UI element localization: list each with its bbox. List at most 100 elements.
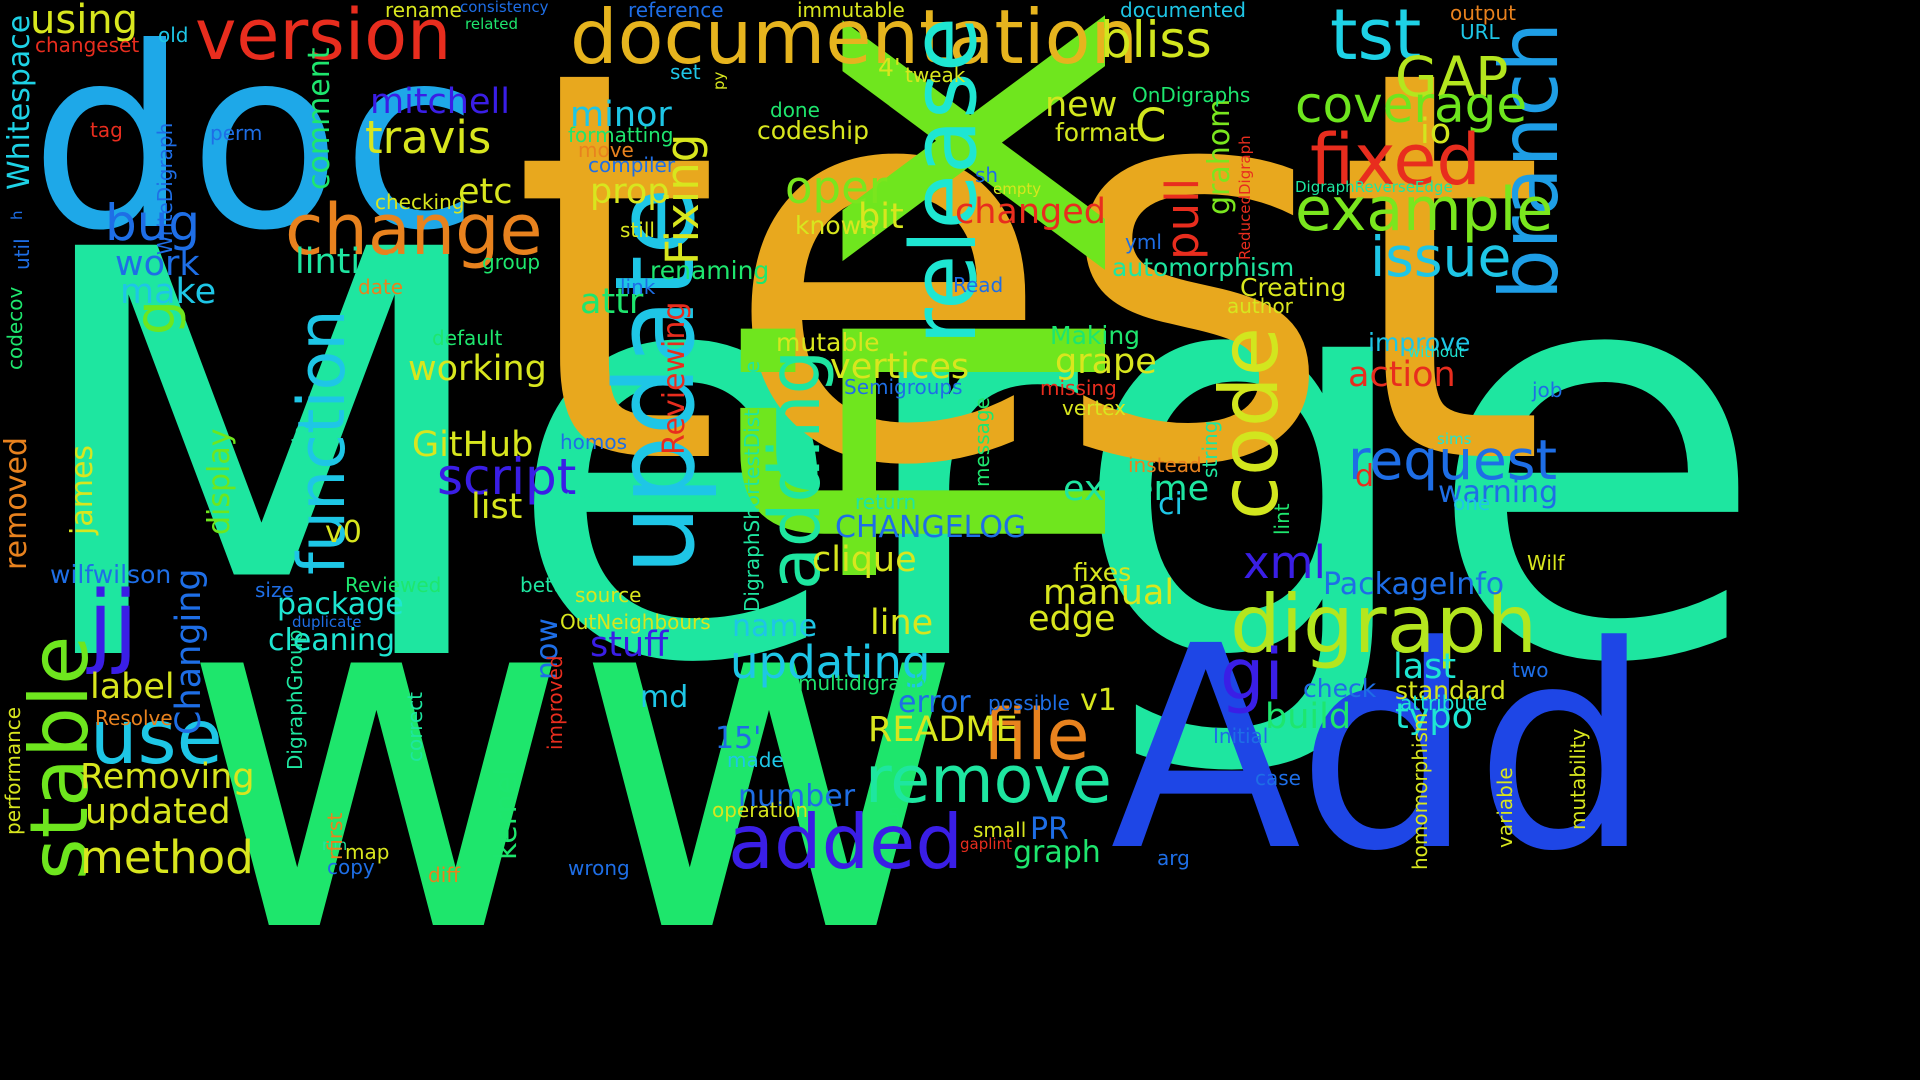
word-124: URL <box>1460 20 1500 44</box>
word-66: list <box>471 487 523 527</box>
word-127: tag <box>90 118 123 142</box>
word-49: Creating <box>1240 273 1347 302</box>
word-167: lint <box>1270 503 1294 535</box>
word-37: make <box>120 272 217 312</box>
word-11: using <box>30 0 139 43</box>
word-48: automorphism <box>1112 253 1295 282</box>
word-31: grahom <box>1202 98 1237 215</box>
word-4: ww <box>180 480 966 1039</box>
word-160: message <box>970 397 994 487</box>
word-117: rename <box>385 0 462 22</box>
word-82: Making <box>1050 321 1141 350</box>
word-139: move <box>578 138 634 162</box>
word-110: attribute <box>1400 691 1488 715</box>
word-54: label <box>90 667 175 707</box>
word-109: check <box>1303 674 1377 703</box>
word-47: renaming <box>650 256 770 285</box>
word-119: related <box>465 15 519 33</box>
word-186: DigraphGroup <box>283 629 307 770</box>
word-42: prop <box>590 172 670 212</box>
word-158: endo <box>288 425 312 475</box>
word-141: sh <box>975 163 999 187</box>
word-94: PackageInfo <box>1323 567 1505 602</box>
word-35: bug <box>105 194 201 252</box>
word-122: documented <box>1120 0 1246 22</box>
word-55: Changing <box>169 568 209 735</box>
word-88: warning <box>1438 475 1559 510</box>
word-162: sims <box>1437 430 1472 448</box>
word-180: mutability <box>1566 728 1590 830</box>
word-80: clique <box>812 540 917 580</box>
word-26: oper <box>785 161 888 214</box>
word-177: possible <box>988 691 1070 715</box>
word-79: CHANGELOG <box>835 510 1027 545</box>
word-5: Add <box>1110 587 1653 913</box>
word-6: version <box>195 0 452 76</box>
word-69: cleaning <box>268 623 396 658</box>
word-114: number <box>738 779 856 814</box>
word-173: source <box>575 583 642 607</box>
word-91: digraph <box>1230 578 1538 671</box>
word-61: display <box>202 428 237 535</box>
word-76: wilfwilson <box>50 560 172 589</box>
word-168: one <box>1453 491 1491 515</box>
word-191: small <box>973 818 1027 842</box>
word-65: script <box>437 448 577 506</box>
word-182: variable <box>1493 767 1517 848</box>
word-63: attr <box>580 282 644 322</box>
word-57: updated <box>85 792 231 832</box>
word-74: md <box>640 680 689 715</box>
word-112: graph <box>1013 835 1101 870</box>
word-134: OnDigraphs <box>1132 83 1251 107</box>
word-187: correct <box>403 691 427 762</box>
word-146: group <box>482 250 541 274</box>
word-118: consistency <box>460 0 549 16</box>
word-138: formatting <box>568 123 674 147</box>
word-147: link <box>620 275 656 299</box>
word-53: use <box>90 693 223 781</box>
word-40: linting <box>295 242 405 282</box>
word-166: return <box>855 490 917 514</box>
word-19: travis <box>365 111 492 164</box>
word-125: changeset <box>35 33 140 57</box>
word-164: d <box>1355 459 1375 494</box>
word-15: example <box>1295 175 1554 245</box>
word-41: etc <box>458 172 513 212</box>
word-174: duplicate <box>292 613 362 631</box>
word-36: work <box>115 244 200 284</box>
word-196: diff <box>428 863 461 887</box>
word-193: wrong <box>568 856 630 880</box>
word-137: done <box>770 98 820 122</box>
word-51: jj <box>88 572 139 677</box>
word-150: default <box>432 326 503 350</box>
word-123: output <box>1450 1 1516 25</box>
word-0: Merge <box>20 134 1769 786</box>
word-102: added <box>728 798 963 886</box>
word-7: documentation <box>570 0 1139 81</box>
word-23: minor <box>570 95 672 135</box>
word-148: date <box>358 275 404 299</box>
word-131: tweak <box>905 63 966 87</box>
word-197: run <box>322 836 348 854</box>
word-103: README <box>868 710 1018 750</box>
word-84: vertex <box>1062 396 1126 420</box>
word-83: missing <box>1040 376 1117 400</box>
word-190: 5' <box>888 804 907 828</box>
word-104: error <box>898 685 971 720</box>
word-72: updating <box>730 636 931 689</box>
word-17: issue <box>1370 225 1512 289</box>
word-130: 4' <box>878 53 901 82</box>
word-2: doc <box>30 0 480 285</box>
word-194: map <box>345 840 390 864</box>
word-155: without <box>1408 343 1465 361</box>
word-16: io <box>1420 112 1452 152</box>
word-171: Reviewed <box>345 573 442 597</box>
word-121: immutable <box>797 0 905 22</box>
word-189: made <box>727 748 784 772</box>
word-135: ReducedDigraph <box>1236 135 1254 260</box>
word-163: instead <box>1128 453 1202 477</box>
word-85: extreme <box>1063 469 1210 509</box>
word-181: homomorphism <box>1408 712 1432 870</box>
word-192: gaplint <box>960 835 1012 853</box>
